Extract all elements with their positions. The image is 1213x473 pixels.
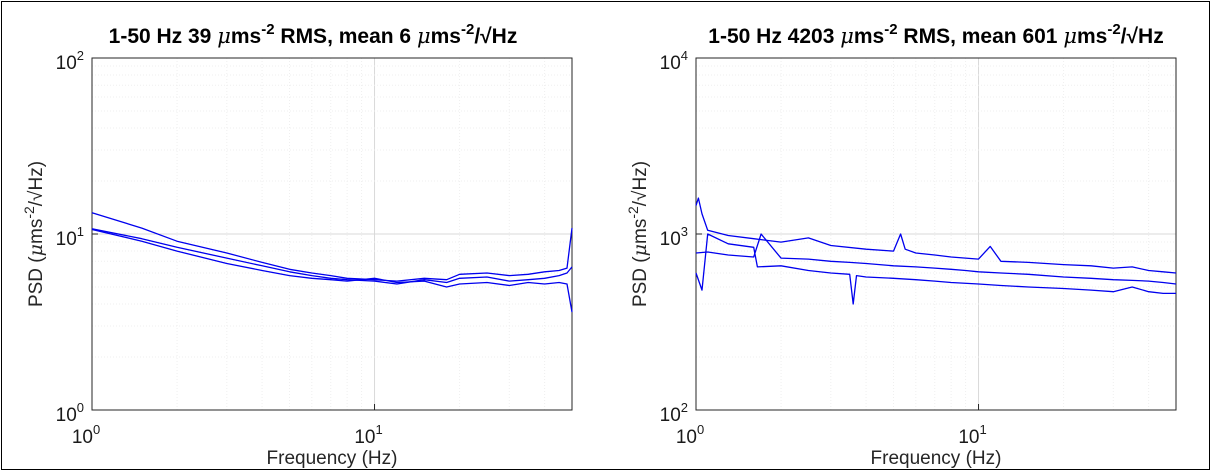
- series-group-right: [695, 197, 1177, 305]
- title-text: 1-50 Hz 39: [109, 25, 218, 48]
- title-unit: ms: [431, 25, 461, 48]
- tick-exponent: 1: [77, 224, 84, 239]
- title-exponent: -2: [1107, 21, 1120, 38]
- ylabel-exponent: -2: [21, 206, 37, 219]
- x-tick-label: 101: [958, 422, 986, 448]
- tick-base: 10: [72, 427, 93, 448]
- title-unit: ms: [854, 25, 884, 48]
- y-tick-label: 104: [660, 48, 688, 74]
- series-line: [91, 212, 573, 282]
- tick-base: 10: [354, 427, 375, 448]
- series-line: [695, 233, 1176, 305]
- x-axis-label-left: Frequency (Hz): [267, 448, 398, 469]
- y-axis-label-left: PSD (μms-2/√Hz): [21, 161, 47, 307]
- tick-base: 10: [56, 229, 77, 250]
- tick-exponent: 3: [681, 224, 688, 239]
- ylabel-text: PSD (: [26, 256, 47, 307]
- y-tick-label: 102: [56, 48, 84, 74]
- title-unit: ms: [231, 25, 261, 48]
- tick-base: 10: [676, 427, 697, 448]
- ylabel-exponent: -2: [625, 206, 641, 219]
- chart-title-left: 1-50 Hz 39 μms-2 RMS, mean 6 μms-2/√Hz: [109, 21, 518, 48]
- tick-exponent: 2: [77, 48, 84, 63]
- series-line: [695, 197, 1177, 274]
- y-tick-label: 102: [660, 400, 688, 426]
- series-group-left: [91, 212, 573, 313]
- ylabel-mu: μ: [25, 244, 47, 256]
- series-line: [91, 228, 573, 285]
- y-tick-label: 103: [660, 224, 688, 250]
- x-tick-label: 101: [354, 422, 382, 448]
- title-mu: μ: [417, 24, 431, 48]
- title-exponent: -2: [884, 21, 897, 38]
- title-unit: /√Hz: [474, 25, 517, 48]
- title-mu: μ: [217, 24, 231, 48]
- tick-base: 10: [660, 405, 681, 426]
- tick-base: 10: [56, 53, 77, 74]
- tick-base: 10: [56, 405, 77, 426]
- title-exponent: -2: [261, 21, 274, 38]
- tick-exponent: 1: [979, 422, 986, 437]
- tick-exponent: 0: [697, 422, 704, 437]
- title-text: RMS, mean 601: [898, 25, 1064, 48]
- x-tick-label: 100: [72, 422, 100, 448]
- ylabel-text: PSD (: [630, 256, 651, 307]
- tick-base: 10: [958, 427, 979, 448]
- tick-base: 10: [660, 53, 681, 74]
- ylabel-unit: /√Hz): [630, 161, 651, 206]
- ylabel-mu: μ: [629, 244, 651, 256]
- tick-base: 10: [660, 229, 681, 250]
- grid-right: [695, 57, 1177, 411]
- ylabel-unit: ms: [26, 219, 47, 244]
- tick-exponent: 4: [681, 48, 688, 63]
- y-axis-label-right: PSD (μms-2/√Hz): [625, 161, 651, 307]
- title-unit: ms: [1077, 25, 1107, 48]
- series-line: [91, 228, 573, 313]
- tick-exponent: 2: [681, 400, 688, 415]
- ylabel-unit: ms: [630, 219, 651, 244]
- series-line: [695, 233, 1177, 285]
- title-text: 1-50 Hz 4203: [708, 25, 840, 48]
- title-unit: /√Hz: [1121, 25, 1164, 48]
- tick-exponent: 0: [77, 400, 84, 415]
- tick-exponent: 0: [93, 422, 100, 437]
- grid-left: [91, 57, 573, 411]
- ylabel-unit: /√Hz): [26, 161, 47, 206]
- x-axis-label-right: Frequency (Hz): [871, 448, 1002, 469]
- x-tick-label: 100: [676, 422, 704, 448]
- y-tick-label: 100: [56, 400, 84, 426]
- title-mu: μ: [1063, 24, 1077, 48]
- title-mu: μ: [840, 24, 854, 48]
- chart-title-right: 1-50 Hz 4203 μms-2 RMS, mean 601 μms-2/√…: [708, 21, 1163, 48]
- tick-exponent: 1: [375, 422, 382, 437]
- y-tick-label: 101: [56, 224, 84, 250]
- title-text: RMS, mean 6: [275, 25, 417, 48]
- title-exponent: -2: [461, 21, 474, 38]
